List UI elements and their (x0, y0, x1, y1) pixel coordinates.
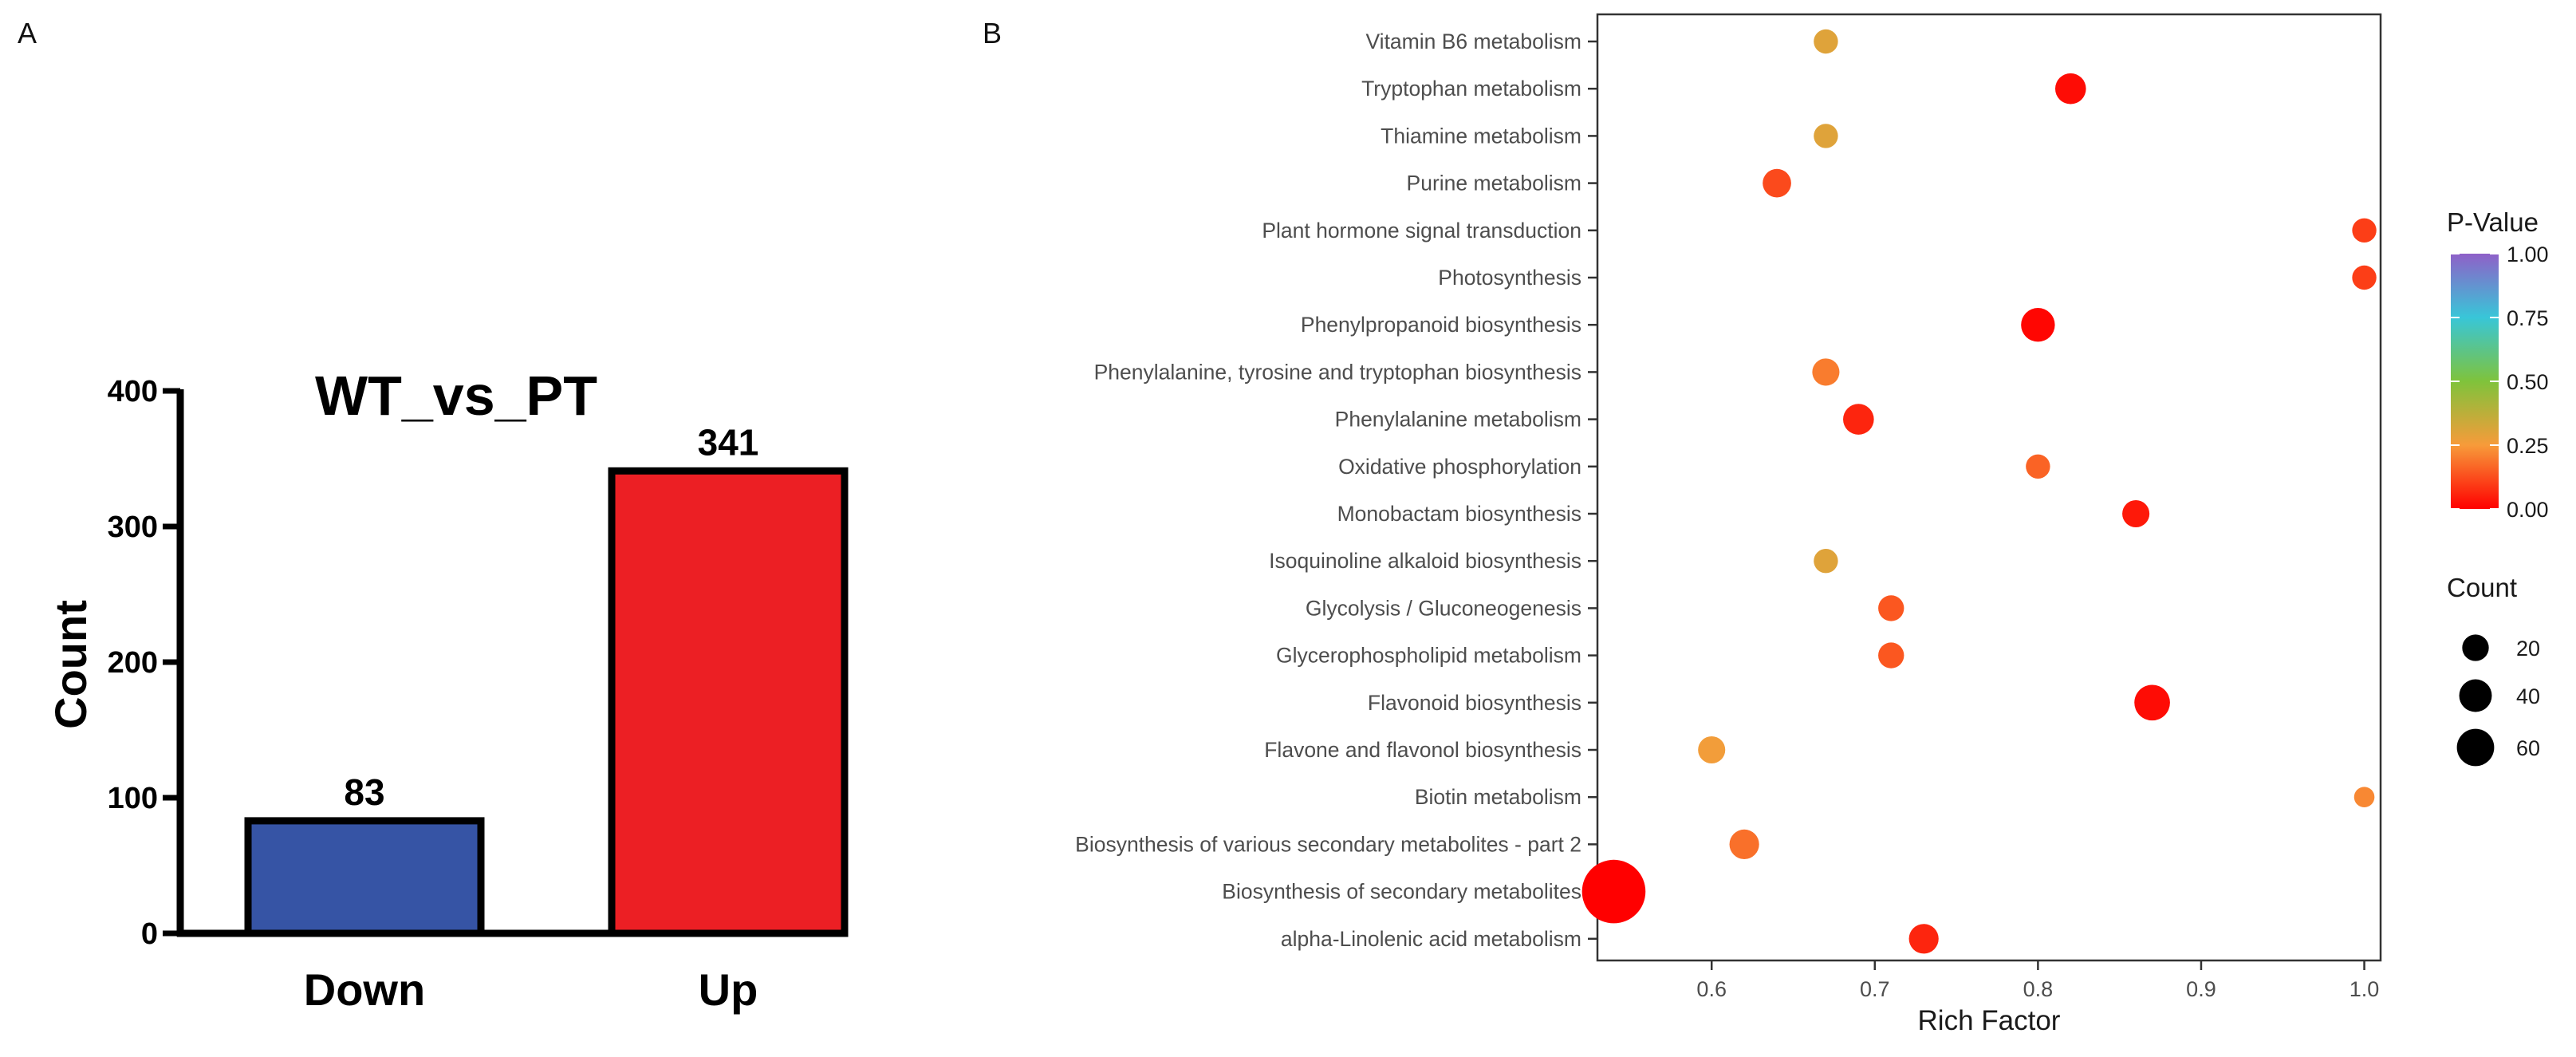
dot-point (2134, 684, 2170, 721)
dot-point (1729, 829, 1759, 859)
dot-point (2352, 265, 2377, 290)
dot-x-tick-label: 0.8 (2023, 977, 2054, 1001)
bar-data-label: 341 (698, 421, 759, 463)
dot-category-label: Phenylpropanoid biosynthesis (1301, 313, 1581, 337)
bar-y-tick-label: 400 (108, 375, 158, 408)
pvalue-legend: P-Value 1.00 0.75 0.50 0.25 0.00 (2447, 207, 2549, 522)
pvalue-tick-label: 0.25 (2507, 434, 2549, 458)
dot-point (1814, 29, 1838, 54)
dot-plot-panel (1596, 13, 2382, 962)
dot-plot-xlabel: Rich Factor (1918, 1005, 2061, 1036)
dot-plot: Vitamin B6 metabolism Tryptophan metaboli… (1075, 13, 2549, 1036)
dot-category-label: Oxidative phosphorylation (1338, 455, 1581, 479)
count-legend-dot (2459, 679, 2492, 712)
dot-point (2122, 499, 2150, 528)
bar-chart: WT_vs_PT Count 0 100 200 300 400 83 341 Down U… (45, 365, 849, 1015)
count-legend: Count 20 40 60 (2447, 573, 2540, 767)
bar-y-ticks: 0 100 200 300 400 (108, 375, 180, 951)
pvalue-tick-label: 0.00 (2507, 498, 2549, 522)
dot-points (1581, 29, 2377, 954)
dot-x-tick-label: 0.9 (2186, 977, 2216, 1001)
bar-y-tick-label: 0 (141, 917, 158, 951)
bar-down (244, 817, 485, 937)
dot-point (1698, 736, 1726, 764)
count-legend-label: 20 (2516, 637, 2540, 661)
dot-x-ticks: 0.6 0.7 0.8 0.9 1.0 (1696, 960, 2379, 1001)
dot-category-label: Monobactam biosynthesis (1337, 502, 1581, 526)
pvalue-tick-label: 0.50 (2507, 370, 2549, 394)
dot-point (2054, 73, 2086, 105)
dot-point (1878, 595, 1904, 621)
dot-category-label: Purine metabolism (1407, 172, 1581, 195)
dot-x-tick-label: 1.0 (2350, 977, 2380, 1001)
count-legend-label: 60 (2516, 736, 2540, 760)
pvalue-tick-label: 0.75 (2507, 306, 2549, 330)
count-legend-dot (2456, 728, 2495, 767)
dot-category-label: alpha-Linolenic acid metabolism (1281, 927, 1581, 951)
count-legend-items: 20 40 60 (2456, 634, 2540, 767)
bar-chart-title: WT_vs_PT (315, 365, 597, 427)
bar-data-labels: 83 341 (344, 421, 758, 813)
bar-category-label: Up (699, 964, 758, 1015)
dot-category-label: Phenylalanine metabolism (1335, 408, 1581, 432)
dot-x-tick-label: 0.6 (1696, 977, 1727, 1001)
bar-series (244, 467, 849, 937)
pvalue-tick-label: 1.00 (2507, 243, 2549, 266)
dot-category-label: Flavonoid biosynthesis (1368, 691, 1581, 715)
dot-point (2021, 307, 2055, 342)
dot-point (1581, 859, 1646, 924)
dot-point (1763, 168, 1791, 198)
dot-point (1812, 358, 1840, 386)
pvalue-legend-ticks: 1.00 0.75 0.50 0.25 0.00 (2451, 243, 2549, 522)
bar-y-tick-label: 200 (108, 646, 158, 680)
panel-a-label: A (18, 17, 37, 49)
dot-category-label: Biosynthesis of secondary metabolites (1222, 880, 1581, 904)
dot-category-label: Thiamine metabolism (1381, 124, 1581, 148)
dot-category-label: Phenylalanine, tyrosine and tryptophan b… (1094, 360, 1581, 384)
bar-y-tick-label: 100 (108, 782, 158, 815)
dot-category-label: Plant hormone signal transduction (1262, 219, 1581, 243)
dot-category-label: Flavone and flavonol biosynthesis (1264, 738, 1581, 762)
dot-point (1843, 404, 1874, 435)
dot-category-label: Tryptophan metabolism (1361, 77, 1581, 101)
dot-category-label: Biotin metabolism (1415, 785, 1581, 809)
dot-category-label: Vitamin B6 metabolism (1365, 30, 1581, 53)
dot-point (2352, 218, 2377, 243)
bar-x-categories: Down Up (304, 964, 758, 1015)
bar-chart-ylabel: Count (45, 600, 96, 729)
count-legend-label: 40 (2516, 684, 2540, 708)
panel-b-label: B (983, 17, 1002, 49)
dot-y-categories: Vitamin B6 metabolism Tryptophan metaboli… (1075, 30, 1597, 951)
count-legend-dot (2462, 634, 2489, 661)
dot-x-tick-label: 0.7 (1860, 977, 1890, 1001)
dot-category-label: Glycerophospholipid metabolism (1276, 644, 1581, 668)
dot-category-label: Glycolysis / Gluconeogenesis (1306, 596, 1581, 620)
dot-category-label: Isoquinoline alkaloid biosynthesis (1269, 549, 1581, 573)
dot-point (1814, 124, 1838, 148)
pvalue-legend-title: P-Value (2447, 207, 2539, 237)
dot-point (2026, 454, 2050, 479)
dot-point (1878, 642, 1904, 669)
dot-point (1908, 924, 1939, 954)
bar-up (608, 467, 849, 937)
count-legend-title: Count (2447, 573, 2517, 602)
bar-data-label: 83 (344, 771, 384, 813)
dot-point (2353, 787, 2375, 807)
dot-category-label: Biosynthesis of various secondary metabo… (1075, 832, 1581, 856)
bar-category-label: Down (304, 964, 425, 1015)
bar-y-tick-label: 300 (108, 511, 158, 544)
dot-point (1814, 549, 1838, 574)
dot-category-label: Photosynthesis (1438, 266, 1581, 290)
